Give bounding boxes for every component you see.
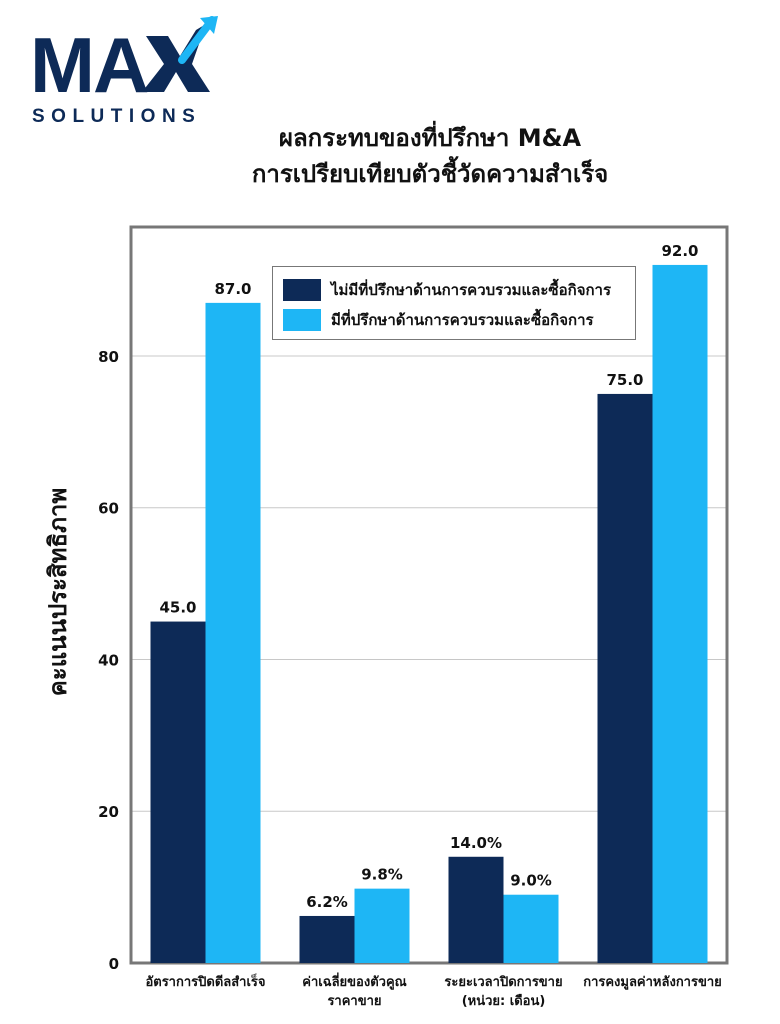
chart-title-line2: การเปรียบเทียบตัวชี้วัดความสำเร็จ bbox=[251, 160, 609, 188]
svg-text:MA: MA bbox=[30, 21, 148, 109]
chart-title-line1: ผลกระทบของที่ปรึกษา M&A bbox=[278, 124, 582, 152]
max-solutions-logo: MA SOLUTIONS bbox=[30, 16, 218, 127]
bar bbox=[299, 915, 355, 963]
data-label: 14.0% bbox=[450, 834, 502, 852]
data-label: 9.8% bbox=[361, 866, 403, 884]
y-tick-label: 80 bbox=[98, 348, 119, 366]
data-label: 75.0 bbox=[606, 371, 643, 389]
x-tick-label: การคงมูลค่าหลังการขาย bbox=[578, 973, 728, 992]
y-tick-label: 20 bbox=[98, 803, 119, 821]
x-tick-label-line: (หน่วย: เดือน) bbox=[461, 994, 546, 1009]
y-tick-label: 60 bbox=[98, 500, 119, 518]
legend: ไม่มีที่ปรึกษาด้านการควบรวมและซื้อกิจการ… bbox=[272, 266, 636, 340]
bar bbox=[448, 856, 504, 963]
x-tick-label-line: อัตราการปิดดีลสำเร็จ bbox=[145, 975, 266, 990]
x-tick-label-line: ระยะเวลาปิดการขาย bbox=[444, 975, 563, 990]
bar bbox=[354, 888, 410, 963]
legend-item-with-advisor: มีที่ปรึกษาด้านการควบรวมและซื้อกิจการ bbox=[283, 307, 594, 333]
data-label: 6.2% bbox=[306, 893, 348, 911]
y-tick-label: 40 bbox=[98, 651, 119, 669]
plot-frame bbox=[129, 225, 729, 965]
x-tick-label: อัตราการปิดดีลสำเร็จ bbox=[131, 973, 281, 992]
legend-label: มีที่ปรึกษาด้านการควบรวมและซื้อกิจการ bbox=[331, 311, 594, 329]
logo-subtitle: SOLUTIONS bbox=[32, 106, 201, 127]
x-tick-label: ค่าเฉลี่ยของตัวคูณราคาขาย bbox=[280, 973, 430, 1011]
bar bbox=[205, 302, 261, 963]
legend-label: ไม่มีที่ปรึกษาด้านการควบรวมและซื้อกิจการ bbox=[331, 281, 612, 299]
legend-item-without-advisor: ไม่มีที่ปรึกษาด้านการควบรวมและซื้อกิจการ bbox=[283, 277, 611, 303]
x-tick-label-line: ราคาขาย bbox=[327, 994, 382, 1009]
data-label: 9.0% bbox=[510, 872, 552, 890]
y-axis-label: คะแนนประสิทธิภาพ bbox=[44, 487, 72, 697]
bar bbox=[150, 621, 206, 963]
data-label: 87.0 bbox=[214, 280, 251, 298]
data-label: 92.0 bbox=[661, 242, 698, 260]
bar bbox=[597, 393, 653, 963]
x-tick-label-line: ค่าเฉลี่ยของตัวคูณ bbox=[302, 975, 407, 990]
x-tick-label: ระยะเวลาปิดการขาย (หน่วย: เดือน) bbox=[429, 973, 579, 1011]
bar bbox=[503, 894, 559, 963]
y-tick-label: 0 bbox=[109, 955, 119, 973]
bar bbox=[652, 264, 708, 964]
legend-swatch-sky bbox=[283, 309, 321, 331]
legend-swatch-navy bbox=[283, 279, 321, 301]
x-tick-label-line: การคงมูลค่าหลังการขาย bbox=[583, 975, 722, 990]
data-label: 45.0 bbox=[159, 599, 196, 617]
